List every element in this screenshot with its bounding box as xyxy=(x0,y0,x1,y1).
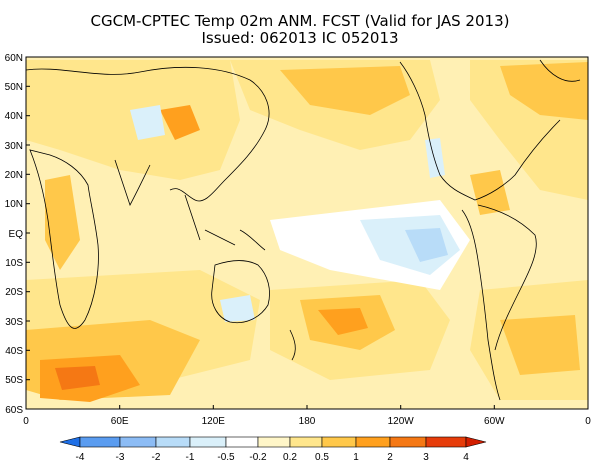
coast-new-zealand xyxy=(289,329,296,361)
coastlines xyxy=(26,59,581,401)
lat-label: 20N xyxy=(5,170,23,181)
longitude-labels: 0 60E 120E 180 120W 60W 0 xyxy=(23,416,591,427)
colorbar-swatch xyxy=(225,436,259,448)
colorbar-swatch xyxy=(355,436,391,448)
coast-australia xyxy=(211,260,270,324)
lon-label: 120W xyxy=(388,416,415,427)
colorbar-swatch xyxy=(79,436,121,448)
colorbar-label: 2 xyxy=(387,452,393,463)
lat-label: 20S xyxy=(5,287,23,298)
colorbar-swatch xyxy=(155,436,191,448)
colorbar-swatch xyxy=(189,436,227,448)
lat-label: 40N xyxy=(5,111,23,122)
colorbar-label: 4 xyxy=(463,452,469,463)
colorbar-labels: -4 -3 -2 -1 -0.5 -0.2 0.2 0.5 1 2 3 4 xyxy=(76,452,470,463)
warm2-tropical-atlantic xyxy=(470,170,510,215)
warm2-south-atlantic xyxy=(500,315,580,375)
colorbar-swatch xyxy=(59,436,81,448)
lon-label: 120E xyxy=(202,416,226,427)
colorbar-label: -3 xyxy=(116,452,125,463)
coast-africa xyxy=(29,149,99,329)
colorbar-label: 0.2 xyxy=(283,452,297,463)
colorbar-label: -0.5 xyxy=(217,452,235,463)
warm2-north-atlantic xyxy=(500,62,588,120)
colorbar-label: 1 xyxy=(353,452,359,463)
coast-india xyxy=(114,159,151,207)
colorbar-label: -1 xyxy=(186,452,195,463)
lat-label: 50N xyxy=(5,82,23,93)
colorbar-label: -0.2 xyxy=(249,452,267,463)
lat-label: EQ xyxy=(9,229,24,240)
warm3-south-pacific xyxy=(318,308,368,335)
lat-label: 10S xyxy=(5,258,23,269)
cool1-north-america-west xyxy=(425,138,445,178)
lat-label: 60S xyxy=(5,405,23,416)
coast-south-america xyxy=(461,204,537,401)
colorbar-swatch xyxy=(425,436,467,448)
warm2-africa xyxy=(45,175,80,270)
map-title: CGCM-CPTEC Temp 02m ANM. FCST (Valid for… xyxy=(90,12,510,30)
warm4-south-indian xyxy=(55,366,100,390)
lon-label: 0 xyxy=(23,416,29,427)
map-subtitle: Issued: 062013 IC 052013 xyxy=(201,29,399,47)
colorbar-swatch xyxy=(289,436,323,448)
latitude-labels: 60N 50N 40N 30N 20N 10N EQ 10S 20S 30S 4… xyxy=(5,53,24,416)
ticks xyxy=(25,56,589,410)
lat-label: 40S xyxy=(5,346,23,357)
colorbar-swatch xyxy=(321,436,357,448)
lat-label: 10N xyxy=(5,199,23,210)
lat-label: 30S xyxy=(5,317,23,328)
cool1-australia xyxy=(220,295,255,322)
colorbar-label: -2 xyxy=(152,452,161,463)
colorbar-label: -4 xyxy=(76,452,85,463)
coast-north-america xyxy=(399,61,561,201)
coast-europe-asia xyxy=(26,66,270,202)
coast-southeast-asia xyxy=(184,194,266,251)
coast-greenland-canada xyxy=(539,59,581,82)
lat-label: 60N xyxy=(5,53,23,64)
cool1-central-asia xyxy=(130,105,165,140)
lon-label: 60E xyxy=(111,416,129,427)
lat-label: 50S xyxy=(5,375,23,386)
lon-label: 0 xyxy=(585,416,591,427)
lon-label: 180 xyxy=(299,416,316,427)
warm2-northeast-pacific xyxy=(280,66,410,115)
cool2-east-pacific xyxy=(405,228,448,262)
anomaly-field xyxy=(26,57,588,409)
colorbar-swatch xyxy=(119,436,157,448)
colorbar-swatch xyxy=(257,436,291,448)
colorbar-label: 3 xyxy=(423,452,429,463)
lon-label: 60W xyxy=(484,416,505,427)
lat-label: 30N xyxy=(5,141,23,152)
colorbar: -4 -3 -2 -1 -0.5 -0.2 0.2 0.5 1 2 3 4 xyxy=(59,436,487,463)
colorbar-swatch xyxy=(389,436,427,448)
colorbar-swatch xyxy=(465,436,487,448)
warm3-asia xyxy=(160,105,200,140)
colorbar-label: 0.5 xyxy=(315,452,329,463)
